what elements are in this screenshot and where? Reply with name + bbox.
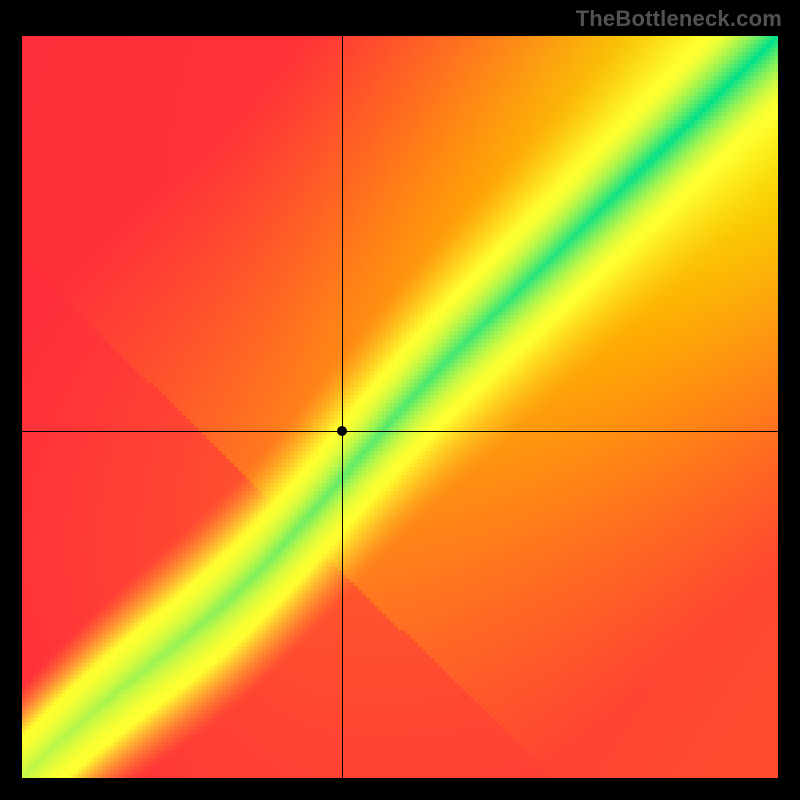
crosshair-horizontal	[22, 431, 778, 432]
chart-container: TheBottleneck.com	[0, 0, 800, 800]
watermark-text: TheBottleneck.com	[576, 6, 782, 32]
plot-area	[22, 36, 778, 778]
crosshair-vertical	[342, 36, 343, 778]
heatmap-canvas	[22, 36, 778, 778]
crosshair-marker	[337, 426, 347, 436]
